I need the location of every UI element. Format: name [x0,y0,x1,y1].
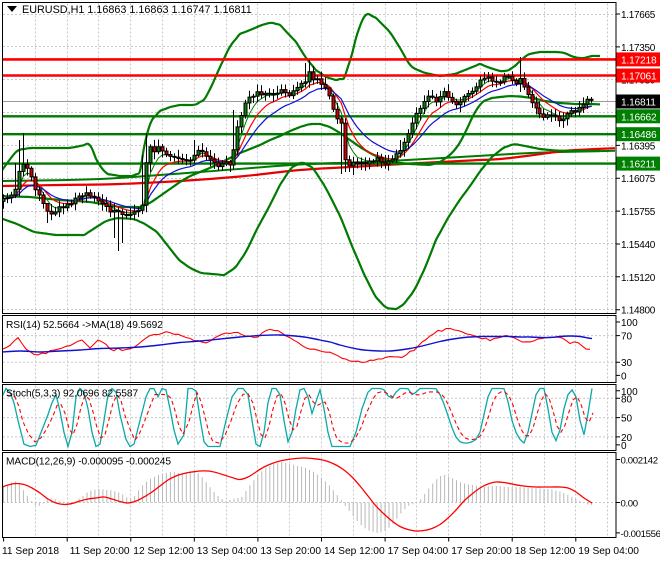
svg-text:70: 70 [621,332,633,343]
svg-text:MACD(12,26,9) -0.000095 -0.000: MACD(12,26,9) -0.000095 -0.000245 [6,457,171,468]
svg-text:19 Sep 04:00: 19 Sep 04:00 [578,546,639,557]
svg-text:1.16395: 1.16395 [621,141,656,152]
svg-text:Stoch(5,3,3) 92.0696 82.5587: Stoch(5,3,3) 92.0696 82.5587 [6,389,138,400]
svg-text:EURUSD,H1 1.16863 1.16863 1.1: EURUSD,H1 1.16863 1.16863 1.16747 1.1681… [22,4,252,16]
svg-text:17 Sep 04:00: 17 Sep 04:00 [388,546,449,557]
svg-text:1.14800: 1.14800 [621,306,656,317]
svg-text:1.16811: 1.16811 [621,98,656,109]
svg-text:1.15120: 1.15120 [621,273,656,284]
svg-text:80: 80 [621,394,633,405]
svg-text:11 Sep 20:00: 11 Sep 20:00 [70,546,130,557]
svg-text:1.15440: 1.15440 [621,240,656,251]
svg-text:1.17061: 1.17061 [621,72,657,83]
svg-text:100: 100 [621,318,638,329]
svg-text:12 Sep 12:00: 12 Sep 12:00 [133,546,194,557]
svg-text:1.16662: 1.16662 [621,112,657,123]
svg-text:14 Sep 12:00: 14 Sep 12:00 [324,546,385,557]
svg-text:1.17218: 1.17218 [621,55,657,66]
svg-text:1.16486: 1.16486 [621,130,657,141]
svg-text:50: 50 [621,414,633,425]
svg-text:0: 0 [621,371,627,382]
svg-text:0: 0 [621,441,627,452]
svg-text:1.16075: 1.16075 [621,174,656,185]
svg-text:11 Sep 2018: 11 Sep 2018 [2,546,59,557]
svg-text:13 Sep 20:00: 13 Sep 20:00 [260,546,321,557]
svg-text:17 Sep 20:00: 17 Sep 20:00 [451,546,512,557]
svg-text:1.17665: 1.17665 [621,10,656,21]
svg-text:1.15755: 1.15755 [621,207,656,218]
svg-text:1.17350: 1.17350 [621,43,656,54]
svg-text:13 Sep 04:00: 13 Sep 04:00 [197,546,258,557]
svg-text:0.00: 0.00 [621,499,638,510]
svg-text:18 Sep 12:00: 18 Sep 12:00 [515,546,576,557]
svg-text:-0.001556: -0.001556 [621,529,660,540]
svg-text:30: 30 [621,358,633,369]
svg-text:RSI(14) 52.5664 ->MA(18) 49.5: RSI(14) 52.5664 ->MA(18) 49.5692 [6,320,163,331]
svg-text:0.002142: 0.002142 [621,456,658,467]
svg-text:1.16211: 1.16211 [621,160,656,171]
